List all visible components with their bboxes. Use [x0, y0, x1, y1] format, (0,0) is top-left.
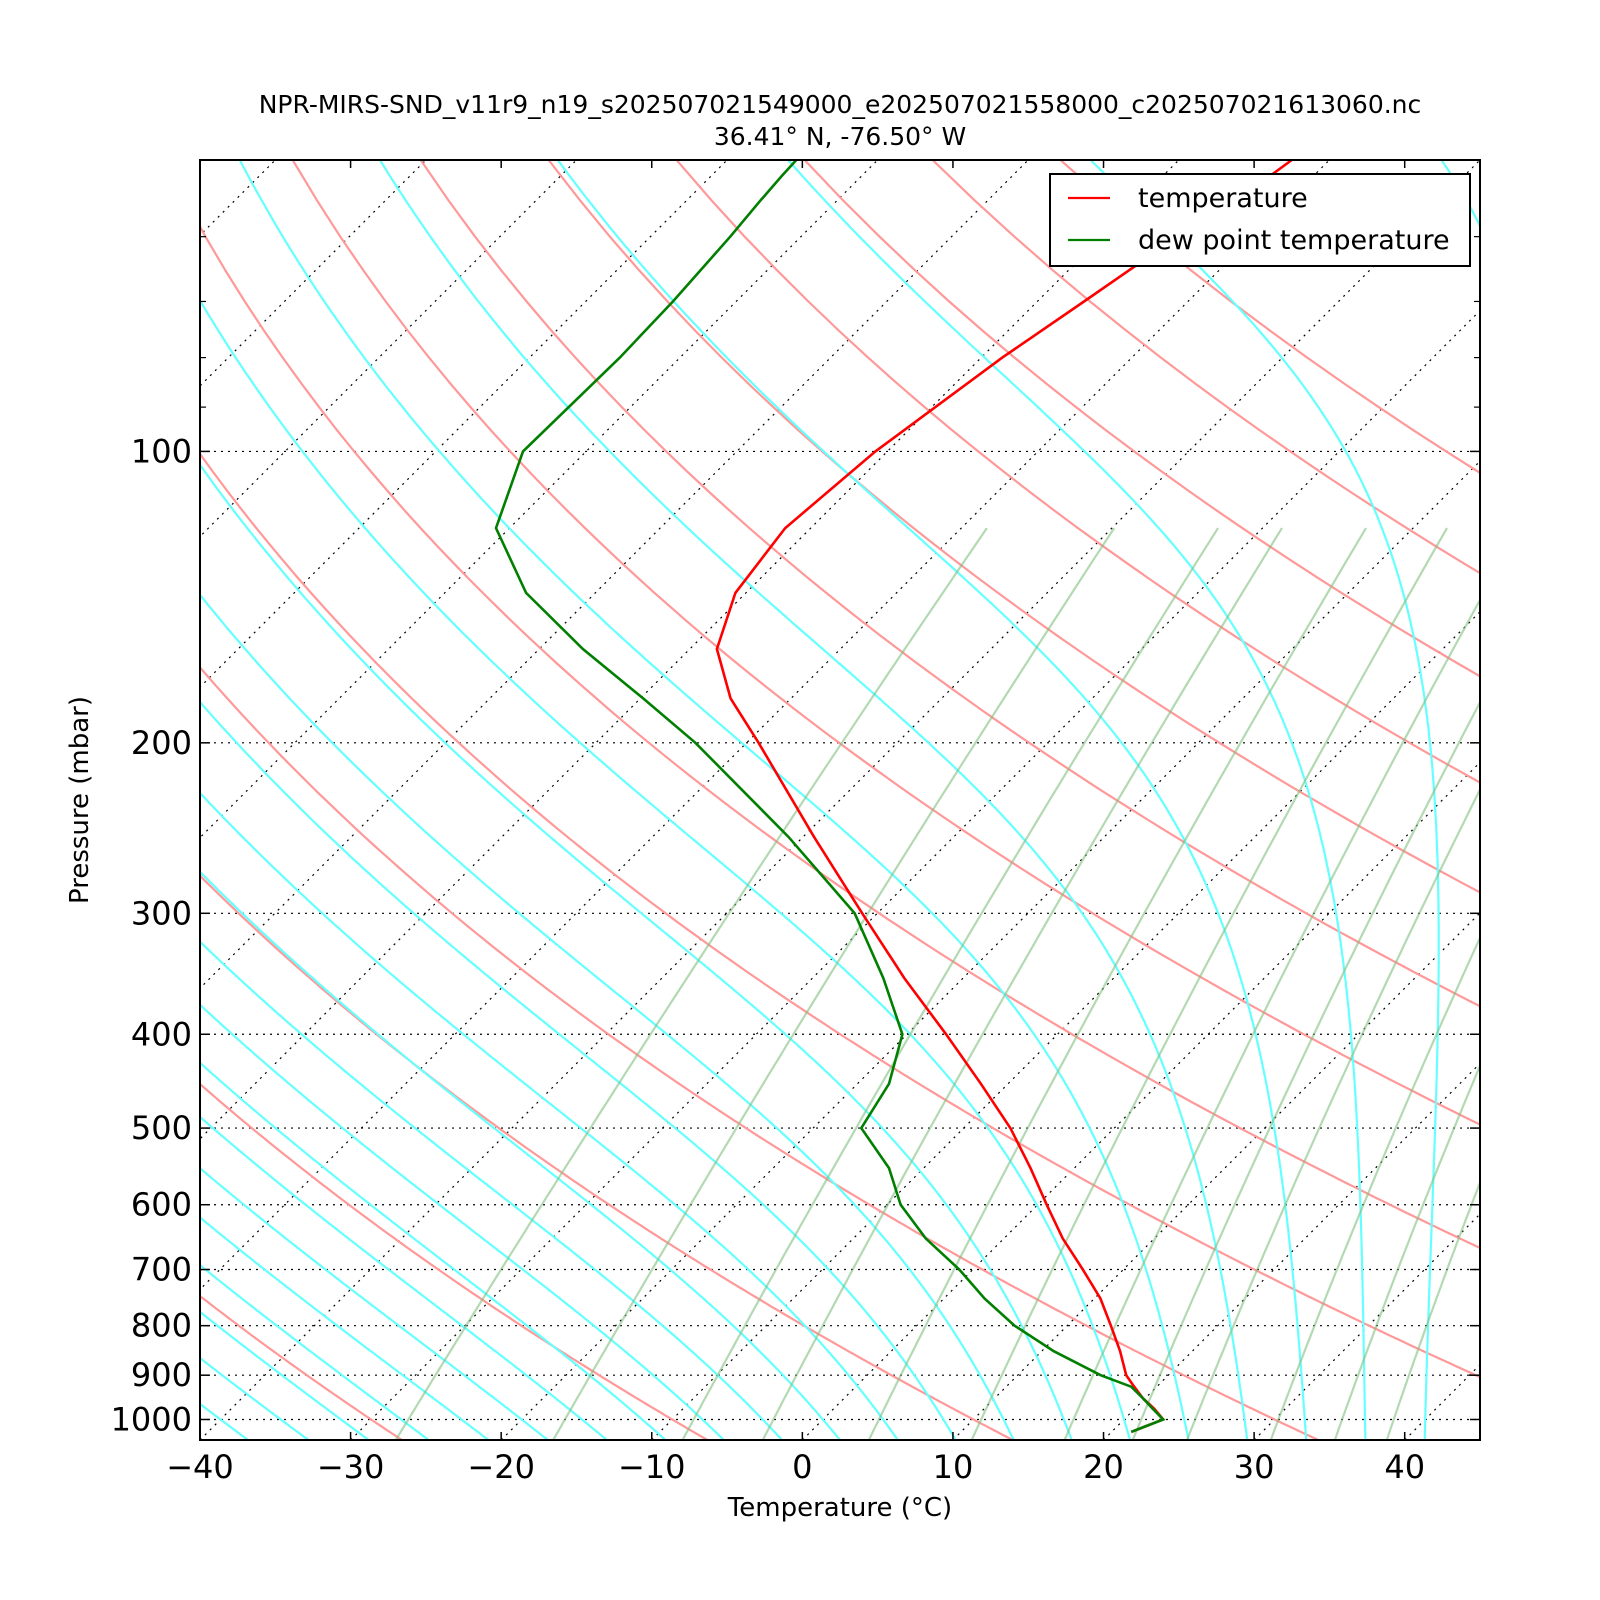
- plot-frame: [199, 159, 1481, 1441]
- y-tick-label: 400: [131, 1015, 192, 1053]
- y-tick-label: 1000: [111, 1400, 192, 1438]
- mixing-ratio-line: [1185, 787, 1480, 1440]
- moist-adiabat-line: [200, 1310, 371, 1440]
- dry-adiabat-line: [200, 665, 1319, 1440]
- mixing-ratio-line: [1131, 699, 1480, 1440]
- moist-adiabat-line: [556, 160, 1308, 1440]
- dry-adiabat-line: [419, 160, 1480, 1008]
- moist-adiabat-line: [200, 700, 957, 1440]
- y-tick-label: 100: [131, 432, 192, 470]
- dry-adiabat-line: [200, 874, 1014, 1440]
- mixing-ratio-line: [1269, 935, 1480, 1440]
- isotherm-line: [651, 610, 1480, 1440]
- isotherm-line: [1555, 160, 1600, 1440]
- moist-adiabat-line: [200, 1263, 431, 1440]
- mixing-ratio-line: [681, 527, 1219, 1440]
- dry-adiabat-line: [291, 160, 1480, 1126]
- x-tick-label: 10: [933, 1448, 974, 1486]
- mixing-ratio-line: [552, 527, 1116, 1440]
- x-tick-label: −30: [317, 1448, 385, 1486]
- moist-adiabat-line: [200, 298, 1132, 1440]
- moist-adiabat-line: [200, 593, 1015, 1440]
- y-tick-label: 700: [131, 1251, 192, 1289]
- mixing-ratio-line: [1385, 1179, 1480, 1440]
- mixing-ratio-line: [394, 527, 988, 1440]
- isotherm-line: [200, 160, 1480, 1440]
- legend: temperature dew point temperature: [1049, 173, 1471, 267]
- moist-adiabat-line: [200, 1356, 311, 1440]
- isotherm-line: [500, 460, 1480, 1440]
- isotherm-line: [350, 309, 1480, 1440]
- x-tick-label: 30: [1234, 1448, 1275, 1486]
- moist-adiabat-line: [200, 940, 784, 1440]
- isotherm-line: [1253, 1213, 1480, 1440]
- moist-adiabat-line: [238, 160, 1190, 1440]
- moist-adiabat-line: [200, 1216, 491, 1440]
- x-tick-label: −40: [166, 1448, 234, 1486]
- legend-box: [1049, 173, 1471, 267]
- isotherm-line: [1103, 1062, 1480, 1440]
- legend-dewpoint-label: dew point temperature: [1138, 225, 1450, 256]
- moist-adiabat-line: [200, 462, 1073, 1440]
- moist-adiabat-line: [200, 1115, 609, 1440]
- moist-adiabat-line: [787, 160, 1367, 1440]
- isotherm-line: [952, 912, 1480, 1440]
- y-tick-label: 500: [131, 1109, 192, 1147]
- moist-adiabat-line: [200, 1061, 668, 1440]
- moist-adiabat-line: [200, 1166, 550, 1440]
- x-tick-label: 40: [1384, 1448, 1425, 1486]
- dry-adiabat-line: [200, 1082, 708, 1440]
- temperature-profile-line: [715, 160, 1293, 1434]
- x-tick-label: 20: [1083, 1448, 1124, 1486]
- axis-ticks: −40 −30 −20 −10 0 10 20 30 40 100 200 300 400 500 600 7…: [111, 159, 1480, 1486]
- chart-subtitle: 36.41° N, -76.50° W: [714, 122, 966, 151]
- dewpoint-profile-line: [494, 160, 1166, 1434]
- moist-adiabat-line: [200, 1003, 726, 1440]
- mixing-ratio-line: [761, 527, 1283, 1440]
- y-axis-label: Pressure (mbar): [65, 696, 95, 904]
- mixing-ratio-line: [970, 527, 1448, 1440]
- y-tick-label: 800: [131, 1307, 192, 1345]
- dry-adiabat-line: [547, 160, 1480, 894]
- y-tick-label: 900: [131, 1356, 192, 1394]
- y-tick-label: 200: [131, 724, 192, 762]
- dry-adiabat-line: [200, 224, 1480, 1250]
- background-lines: [0, 160, 1600, 1440]
- dry-adiabat-line: [200, 1294, 403, 1440]
- moist-adiabat-line: [379, 160, 1249, 1440]
- y-tick-label: 300: [131, 894, 192, 932]
- x-axis-label: Temperature (°C): [727, 1493, 952, 1523]
- dry-adiabat-line: [675, 160, 1480, 784]
- data-lines: [494, 160, 1293, 1434]
- mixing-ratio-line: [867, 527, 1367, 1440]
- isotherm-line: [0, 160, 125, 1440]
- x-tick-label: 0: [792, 1448, 812, 1486]
- moist-adiabat-line: [200, 791, 900, 1440]
- x-tick-label: −20: [467, 1448, 535, 1486]
- moist-adiabat-line: [200, 870, 842, 1440]
- dry-adiabat-line: [200, 452, 1480, 1379]
- isotherm-line: [200, 160, 1330, 1291]
- isotherm-line: [801, 761, 1480, 1440]
- y-tick-label: 600: [131, 1186, 192, 1224]
- x-tick-label: −10: [618, 1448, 686, 1486]
- legend-temperature-label: temperature: [1138, 183, 1308, 214]
- chart-title: NPR-MIRS-SND_v11r9_n19_s202507021549000_…: [259, 90, 1422, 119]
- mixing-ratio-line: [1333, 1063, 1480, 1440]
- moist-adiabat-line: [1089, 160, 1440, 1440]
